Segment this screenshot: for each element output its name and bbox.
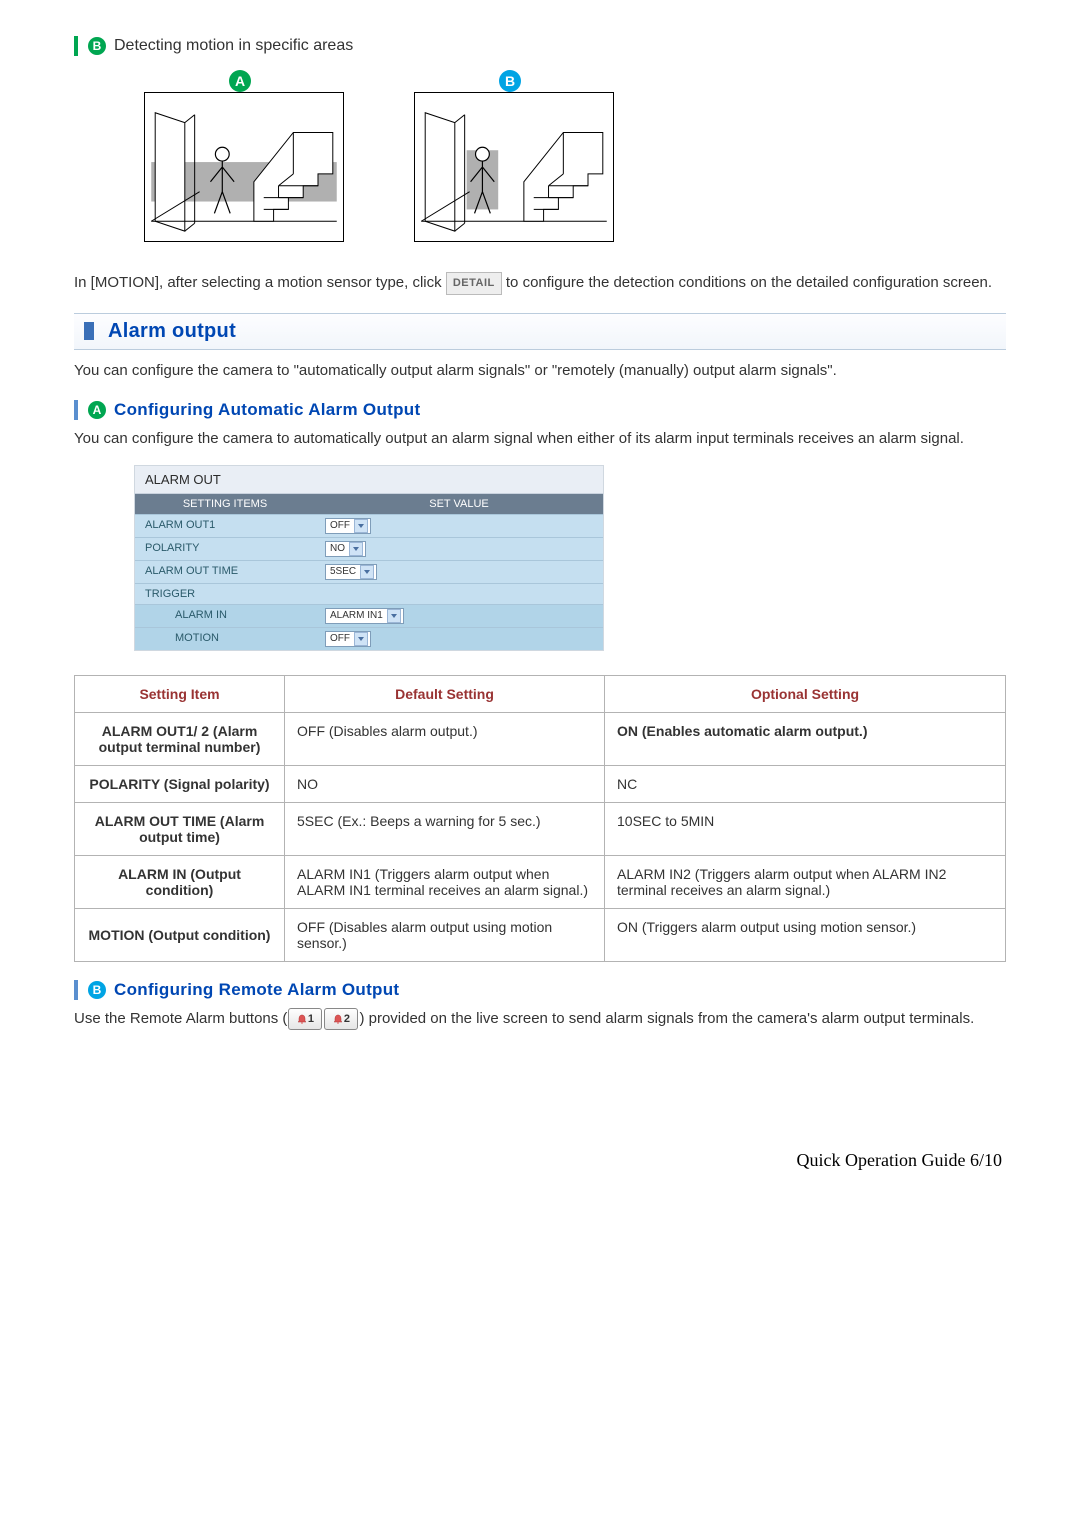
- panel-row-value: NO: [315, 538, 603, 560]
- badge-b-icon: B: [88, 37, 106, 55]
- section-alarm-output: Alarm output: [74, 313, 1006, 350]
- panel-row-value: OFF: [315, 628, 603, 650]
- panel-row-label: TRIGGER: [135, 584, 315, 604]
- cell-setting-item: MOTION (Output condition): [75, 908, 285, 961]
- chevron-down-icon: [354, 632, 368, 646]
- sub-a-paragraph: You can configure the camera to automati…: [74, 428, 1006, 451]
- diagram-label-a: A: [229, 70, 251, 92]
- select-dropdown[interactable]: OFF: [325, 631, 371, 647]
- subheading-auto-alarm: A Configuring Automatic Alarm Output: [74, 400, 1006, 420]
- panel-row-value: ALARM IN1: [315, 605, 603, 627]
- panel-row: MOTION OFF: [135, 627, 603, 650]
- cell-default: 5SEC (Ex.: Beeps a warning for 5 sec.): [285, 802, 605, 855]
- select-dropdown[interactable]: ALARM IN1: [325, 608, 404, 624]
- panel-header-value: SET VALUE: [315, 494, 603, 514]
- panel-header-items: SETTING ITEMS: [135, 494, 315, 514]
- section-accent-icon: [84, 322, 94, 340]
- remote-alarm-button-1[interactable]: 1: [288, 1008, 322, 1030]
- accent-bar: [74, 400, 78, 420]
- cell-default: ALARM IN1 (Triggers alarm output when AL…: [285, 855, 605, 908]
- panel-row-label: MOTION: [135, 628, 315, 650]
- cell-setting-item: ALARM OUT TIME (Alarm output time): [75, 802, 285, 855]
- panel-row: ALARM IN ALARM IN1: [135, 604, 603, 627]
- subheading-text: Detecting motion in specific areas: [114, 37, 353, 55]
- panel-row: POLARITY NO: [135, 537, 603, 560]
- detail-button[interactable]: DETAIL: [446, 272, 502, 295]
- panel-title: ALARM OUT: [135, 466, 603, 494]
- select-dropdown[interactable]: OFF: [325, 518, 371, 534]
- section-title: Alarm output: [108, 320, 236, 343]
- cell-optional: 10SEC to 5MIN: [605, 802, 1006, 855]
- badge-b-icon: B: [88, 981, 106, 999]
- table-row: ALARM OUT TIME (Alarm output time)5SEC (…: [75, 802, 1006, 855]
- select-dropdown[interactable]: 5SEC: [325, 564, 377, 580]
- alarm-output-paragraph: You can configure the camera to "automat…: [74, 360, 1006, 383]
- motion-paragraph: In [MOTION], after selecting a motion se…: [74, 272, 1006, 295]
- chevron-down-icon: [354, 519, 368, 533]
- col-setting-item: Setting Item: [75, 675, 285, 712]
- cell-optional: NC: [605, 765, 1006, 802]
- panel-row: ALARM OUT TIME 5SEC: [135, 560, 603, 583]
- table-row: ALARM OUT1/ 2 (Alarm output terminal num…: [75, 712, 1006, 765]
- alarm-out-panel: ALARM OUT SETTING ITEMS SET VALUE ALARM …: [134, 465, 604, 651]
- remote-para-before: Use the Remote Alarm buttons (: [74, 1010, 287, 1027]
- panel-row-label: ALARM OUT TIME: [135, 561, 315, 583]
- panel-row: ALARM OUT1 OFF: [135, 514, 603, 537]
- badge-a-icon: A: [88, 401, 106, 419]
- panel-row-label: ALARM IN: [135, 605, 315, 627]
- chevron-down-icon: [349, 542, 363, 556]
- diagram-row: A: [74, 70, 1006, 242]
- diagram-label-b: B: [499, 70, 521, 92]
- subheading-title: Configuring Remote Alarm Output: [114, 980, 399, 1000]
- cell-optional: ALARM IN2 (Triggers alarm output when AL…: [605, 855, 1006, 908]
- col-optional: Optional Setting: [605, 675, 1006, 712]
- subheading-detect-motion: B Detecting motion in specific areas: [74, 36, 1006, 56]
- remote-alarm-paragraph: Use the Remote Alarm buttons (12) provid…: [74, 1008, 1006, 1031]
- accent-bar: [74, 36, 78, 56]
- accent-bar: [74, 980, 78, 1000]
- subheading-remote-alarm: B Configuring Remote Alarm Output: [74, 980, 1006, 1000]
- panel-row-value: [315, 584, 603, 604]
- cell-setting-item: ALARM IN (Output condition): [75, 855, 285, 908]
- page-footer: Quick Operation Guide 6/10: [74, 1150, 1006, 1171]
- panel-row: TRIGGER: [135, 583, 603, 604]
- panel-row-label: ALARM OUT1: [135, 515, 315, 537]
- table-row: MOTION (Output condition)OFF (Disables a…: [75, 908, 1006, 961]
- panel-row-value: OFF: [315, 515, 603, 537]
- cell-optional: ON (Triggers alarm output using motion s…: [605, 908, 1006, 961]
- cell-default: OFF (Disables alarm output.): [285, 712, 605, 765]
- chevron-down-icon: [387, 609, 401, 623]
- diagram-b: [414, 92, 614, 242]
- motion-para-before: In [MOTION], after selecting a motion se…: [74, 274, 446, 291]
- table-row: POLARITY (Signal polarity)NONC: [75, 765, 1006, 802]
- diagram-a: [144, 92, 344, 242]
- settings-table: Setting Item Default Setting Optional Se…: [74, 675, 1006, 962]
- chevron-down-icon: [360, 565, 374, 579]
- cell-optional: ON (Enables automatic alarm output.): [605, 712, 1006, 765]
- panel-row-value: 5SEC: [315, 561, 603, 583]
- remote-alarm-button-2[interactable]: 2: [324, 1008, 358, 1030]
- panel-header-row: SETTING ITEMS SET VALUE: [135, 494, 603, 514]
- subheading-title: Configuring Automatic Alarm Output: [114, 400, 420, 420]
- cell-default: OFF (Disables alarm output using motion …: [285, 908, 605, 961]
- motion-para-after: to configure the detection conditions on…: [506, 274, 992, 291]
- select-dropdown[interactable]: NO: [325, 541, 366, 557]
- cell-setting-item: ALARM OUT1/ 2 (Alarm output terminal num…: [75, 712, 285, 765]
- cell-default: NO: [285, 765, 605, 802]
- remote-para-after: ) provided on the live screen to send al…: [359, 1010, 974, 1027]
- table-row: ALARM IN (Output condition)ALARM IN1 (Tr…: [75, 855, 1006, 908]
- col-default: Default Setting: [285, 675, 605, 712]
- panel-row-label: POLARITY: [135, 538, 315, 560]
- cell-setting-item: POLARITY (Signal polarity): [75, 765, 285, 802]
